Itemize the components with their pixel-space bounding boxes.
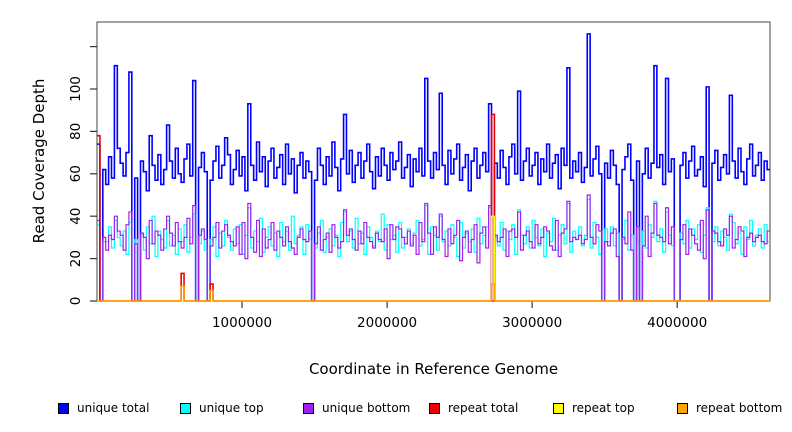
x-axis-title: Coordinate in Reference Genome: [308, 360, 559, 378]
legend-item-unique-total: unique total: [58, 399, 149, 417]
legend: unique total unique top unique bottom repea…: [0, 399, 792, 419]
legend-item-repeat-total: repeat total: [429, 399, 518, 417]
legend-swatch-icon: [429, 402, 440, 414]
x-tick-label: 1000000: [212, 315, 272, 331]
y-tick-label: 40: [68, 208, 84, 225]
y-tick-label: 0: [68, 297, 84, 306]
legend-swatch-icon: [303, 402, 314, 414]
y-axis-title: Read Coverage Depth: [30, 78, 48, 244]
y-tick-label: 60: [68, 165, 84, 182]
legend-item-unique-bottom: unique bottom: [303, 399, 410, 417]
legend-swatch-icon: [677, 402, 688, 414]
legend-label: repeat top: [572, 401, 635, 415]
legend-label: repeat total: [448, 401, 519, 415]
x-tick-label: 4000000: [647, 315, 707, 331]
legend-label: unique bottom: [322, 401, 411, 415]
x-tick-label: 3000000: [502, 315, 562, 331]
y-tick-label: 20: [68, 250, 84, 267]
series-repeat-bottom: [97, 283, 770, 302]
y-tick-label: 100: [68, 76, 84, 102]
x-tick-label: 2000000: [357, 315, 417, 331]
legend-swatch-icon: [58, 402, 69, 414]
legend-label: unique total: [77, 401, 150, 415]
y-tick-label: 80: [68, 123, 84, 140]
legend-label: unique top: [199, 401, 264, 415]
legend-item-repeat-top: repeat top: [553, 399, 635, 417]
legend-swatch-icon: [553, 402, 564, 414]
legend-label: repeat bottom: [696, 401, 783, 415]
legend-item-repeat-bottom: repeat bottom: [677, 399, 782, 417]
legend-swatch-icon: [180, 402, 191, 414]
legend-item-unique-top: unique top: [180, 399, 264, 417]
